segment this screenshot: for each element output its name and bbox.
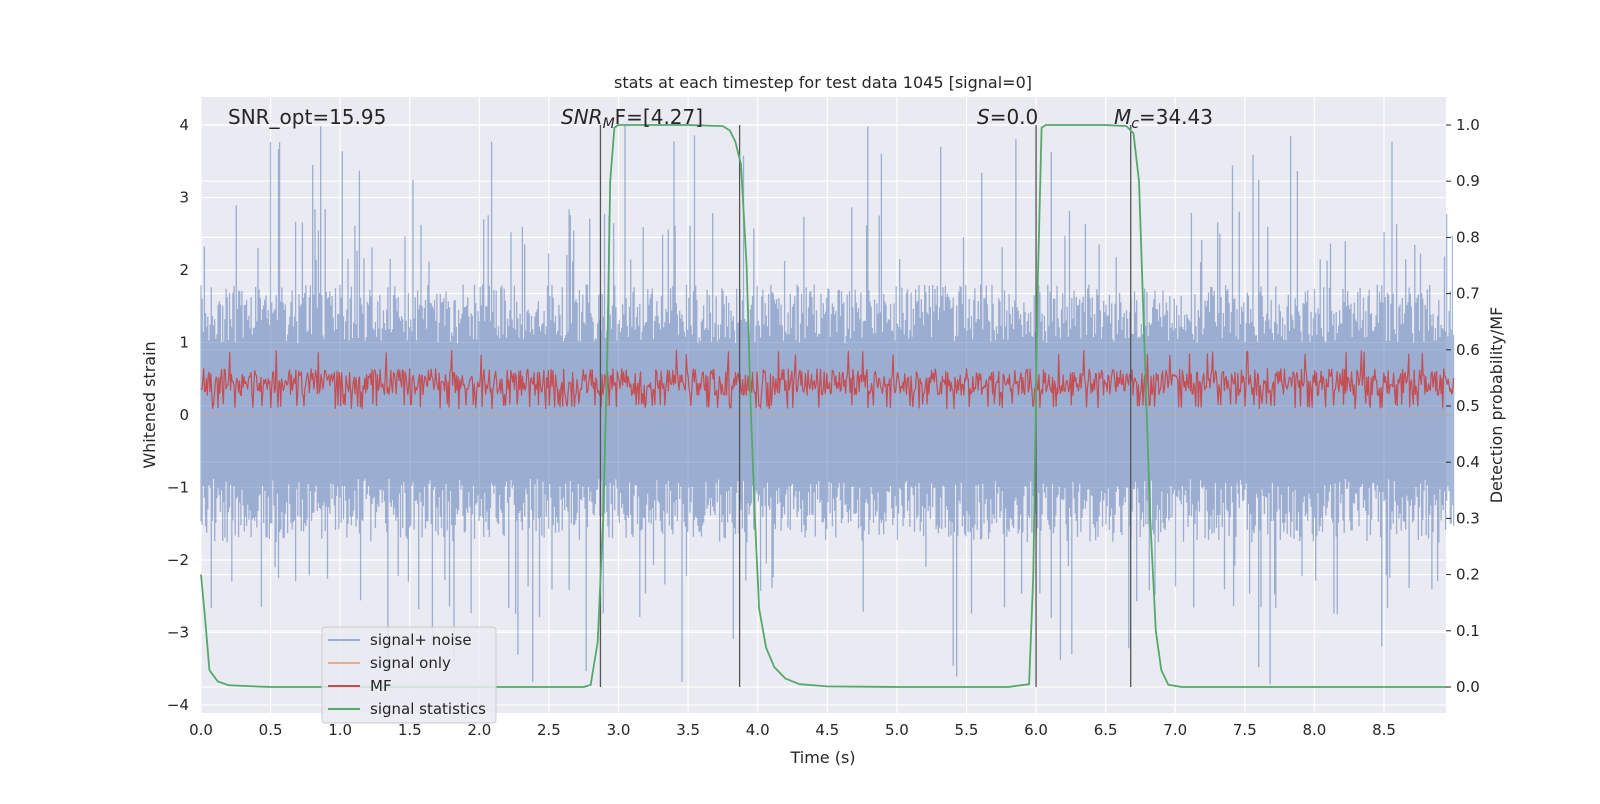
x-tick-label: 6.5: [1094, 721, 1118, 739]
y-axis-label: Whitened strain: [140, 341, 159, 468]
x-tick-label: 7.5: [1233, 721, 1257, 739]
x-tick-label: 5.5: [955, 721, 979, 739]
y-tick-label: −2: [167, 551, 189, 569]
y2-axis-label: Detection probability/MF: [1487, 307, 1506, 504]
mf-line: [200, 349, 1455, 410]
x-tick-label: 5.0: [885, 721, 909, 739]
y2-tick-label: 0.8: [1456, 228, 1480, 246]
y-tick-label: 1: [179, 334, 189, 352]
y-ticks: −4 −3 −2 −1 0 1 2 3 4: [167, 116, 189, 714]
x-axis-label: Time (s): [789, 748, 855, 767]
y-tick-label: 4: [179, 116, 189, 134]
x-tick-label: 4.0: [746, 721, 770, 739]
y2-tick-label: 0.3: [1456, 509, 1480, 527]
annotation-mc: Mc=34.43: [1114, 105, 1213, 132]
y-tick-label: −4: [167, 696, 189, 714]
x-tick-label: 8.0: [1302, 721, 1326, 739]
y-tick-label: 0: [179, 406, 189, 424]
legend-label-signal-only: signal only: [370, 654, 451, 672]
y2-tick-label: 0.0: [1456, 678, 1480, 696]
y-tick-label: −1: [167, 479, 189, 497]
chart-title: stats at each timestep for test data 104…: [614, 73, 1032, 92]
legend: signal+ noise signal only MF signal stat…: [321, 626, 497, 724]
mf-series: [200, 349, 1455, 410]
y2-tick-label: 0.2: [1456, 566, 1480, 584]
legend-label-signal-statistics: signal statistics: [370, 700, 486, 718]
x-tick-label: 2.5: [537, 721, 561, 739]
legend-label-signal-noise: signal+ noise: [370, 631, 472, 649]
x-tick-label: 6.0: [1024, 721, 1048, 739]
legend-box: [321, 626, 497, 724]
x-tick-label: 1.5: [398, 721, 422, 739]
y-tick-label: 3: [179, 189, 189, 207]
x-tick-label: 0.0: [189, 721, 213, 739]
y2-tick-label: 0.9: [1456, 172, 1480, 190]
y2-tick-label: 1.0: [1456, 116, 1480, 134]
x-tick-label: 7.0: [1163, 721, 1187, 739]
y2-tick-label: 0.7: [1456, 285, 1480, 303]
x-tick-label: 3.0: [607, 721, 631, 739]
x-ticks: 0.0 0.5 1.0 1.5 2.0 2.5 3.0 3.5 4.0 4.5 5.0 5.5 6.0 6…: [189, 721, 1396, 739]
x-tick-label: 0.5: [259, 721, 283, 739]
legend-label-mf: MF: [370, 677, 392, 695]
y2-tick-label: 0.5: [1456, 397, 1480, 415]
y-tick-label: −3: [167, 624, 189, 642]
x-tick-label: 1.0: [328, 721, 352, 739]
annotation-s: S=0.0: [977, 105, 1038, 129]
y2-tick-label: 0.6: [1456, 341, 1480, 359]
x-tick-label: 3.5: [676, 721, 700, 739]
x-tick-label: 8.5: [1372, 721, 1396, 739]
x-tick-label: 2.0: [467, 721, 491, 739]
y2-tick-label: 0.4: [1456, 453, 1480, 471]
annotation-snr-opt: SNR_opt=15.95: [228, 105, 386, 129]
x-tick-label: 4.5: [815, 721, 839, 739]
y2-ticks: 0.0 0.1 0.2 0.3 0.4 0.5 0.6 0.7 0.8 0.9 1.0: [1446, 116, 1480, 696]
y2-tick-label: 0.1: [1456, 622, 1480, 640]
annotation-snr-mf: SNRMF=[4.27]: [561, 105, 703, 132]
y-tick-label: 2: [179, 261, 189, 279]
